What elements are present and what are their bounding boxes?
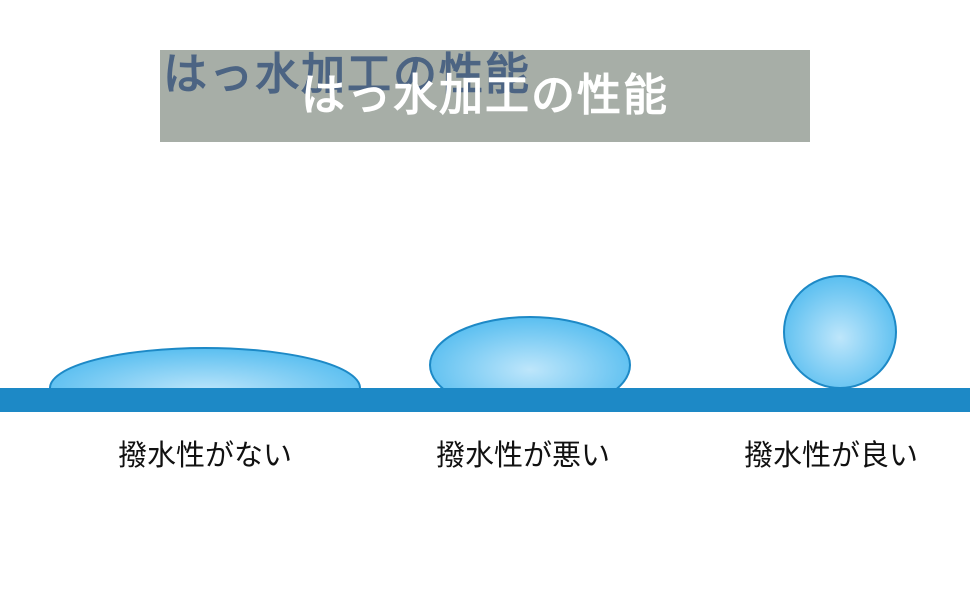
droplet-label-1: 撥水性が悪い	[436, 432, 610, 474]
droplet-label-0: 撥水性がない	[118, 432, 292, 474]
droplet-good	[784, 276, 896, 388]
droplet-label-2: 撥水性が良い	[744, 432, 918, 474]
surface-bar	[0, 388, 970, 412]
diagram-title: はっ水加工の性能	[301, 74, 669, 118]
diagram-canvas: はっ水加工の性能 はっ水加工の性能 撥水性がない撥水性が悪い撥水性が良い	[0, 0, 970, 598]
